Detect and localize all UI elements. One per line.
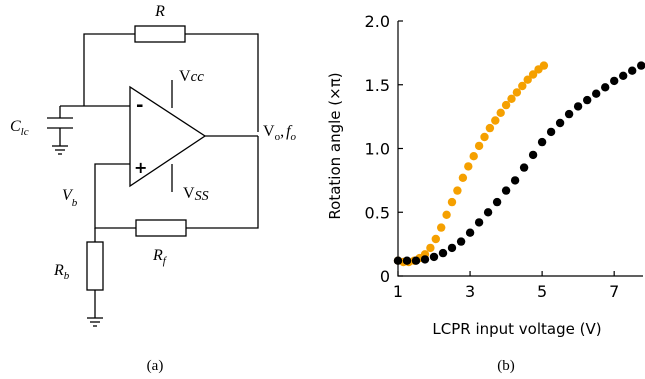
resistor-rf [135,219,187,237]
data-point-series-1 [491,116,500,125]
data-point-series-1 [437,223,446,232]
label-vcc: Vcc [179,68,204,85]
data-point-series-2 [456,237,466,246]
x-tick-label: 5 [537,282,547,301]
data-point-series-2 [610,76,619,86]
data-point-series-2 [519,163,529,172]
ground-symbol-capacitor [52,145,68,155]
x-tick-label: 3 [465,282,475,301]
data-point-series-1 [447,197,457,207]
data-point-series-2 [438,248,448,258]
caption-a: (a) [147,358,164,374]
data-point-series-1 [464,162,473,171]
x-tick-label: 7 [609,282,619,301]
data-point-series-1 [453,186,462,195]
data-point-series-2 [501,186,511,195]
axis-frame [397,21,643,277]
data-point-series-1 [496,108,505,118]
data-point-series-1 [442,210,451,219]
y-tick-label: 0 [380,267,390,286]
data-point-series-1 [528,70,538,79]
label-vss: VSS [183,185,209,204]
data-point-series-1 [485,123,495,133]
data-point-series-2 [564,109,574,119]
data-point-series-2 [592,89,601,98]
data-points [393,61,645,267]
data-point-series-2 [411,256,421,265]
rotation-angle-chart: 0 0.5 1.0 1.5 2.0 1 3 5 7 LCPR input voltage (V… [326,12,645,374]
data-point-series-1 [474,141,484,151]
label-r: R [154,3,165,20]
data-point-series-2 [447,243,457,253]
resistor-r [134,25,186,43]
resistor-rb [86,241,104,291]
data-point-series-2 [637,61,645,70]
data-point-series-1 [458,173,468,182]
data-point-series-1 [507,94,516,104]
label-rb: Rb [53,262,70,282]
label-clc: Clc [10,118,29,138]
data-point-series-2 [583,95,592,105]
data-point-series-2 [619,71,628,81]
caption-b: (b) [497,358,515,374]
label-minus: - [136,95,143,116]
y-tick-label: 0.5 [365,203,390,222]
data-point-series-1 [501,100,511,110]
data-point-series-1 [426,243,435,253]
data-point-series-2 [537,137,547,147]
data-point-series-2 [601,83,610,92]
y-tick-label: 2.0 [365,12,390,31]
data-point-series-2 [402,256,412,265]
data-point-series-2 [555,118,565,128]
wire-r-loop [83,33,259,132]
ground-symbol-rb [87,317,103,327]
data-point-series-2 [483,208,493,217]
data-point-series-2 [420,255,430,264]
y-ticks: 0 0.5 1.0 1.5 2.0 [365,12,403,286]
data-point-series-2 [492,197,502,207]
data-point-series-1 [480,132,489,142]
data-point-series-1 [431,234,440,244]
wire-non-inverting-input [94,136,259,229]
y-axis-label: Rotation angle (×π) [326,72,344,219]
data-point-series-1 [523,75,532,84]
data-point-series-2 [628,66,637,75]
y-tick-label: 1.5 [365,76,390,95]
label-rf: Rf [152,247,168,267]
data-point-series-2 [546,127,556,137]
data-point-series-2 [429,252,439,262]
y-tick-label: 1.0 [365,140,390,159]
data-point-series-2 [465,228,475,237]
label-vb: Vb [62,187,78,209]
label-plus: + [134,158,147,177]
data-point-series-2 [474,218,484,227]
data-point-series-1 [512,88,522,97]
data-point-series-2 [573,102,583,111]
op-amp-circuit: R Clc - + Vcc VSS Vo, fo Rf Vb [10,3,297,374]
data-point-series-2 [510,176,520,185]
x-axis-label: LCPR input voltage (V) [432,320,601,338]
x-tick-label: 1 [393,282,403,301]
op-amp-triangle [129,85,207,188]
label-vo-fo: Vo, fo [263,123,297,143]
data-point-series-1 [539,61,549,70]
data-point-series-1 [518,81,527,91]
data-point-series-1 [469,152,478,161]
data-point-series-2 [528,150,538,160]
